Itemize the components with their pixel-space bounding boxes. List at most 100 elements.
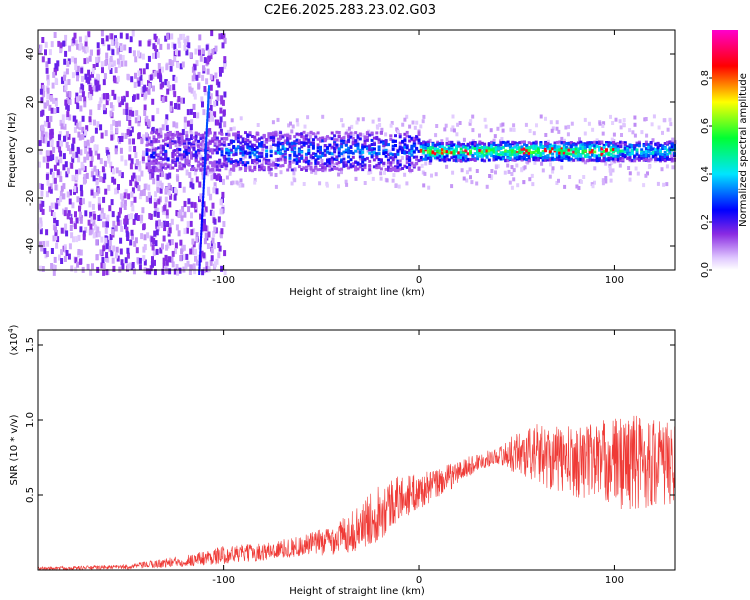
spectrogram-cell xyxy=(154,167,158,171)
spectrogram-cell xyxy=(154,168,158,172)
spectrogram-cell xyxy=(50,95,54,102)
spectrogram-cell xyxy=(609,156,613,160)
spectrogram-cell xyxy=(71,56,75,63)
spectrogram-cell xyxy=(340,142,344,146)
spectrogram-cell xyxy=(349,158,353,162)
spectrogram-cell xyxy=(79,199,83,206)
spectrogram-cell xyxy=(469,141,472,145)
spectrogram-cell xyxy=(230,118,234,123)
spectrogram-cell xyxy=(138,175,141,182)
spectrogram-cell xyxy=(544,142,548,146)
spectrogram-cell xyxy=(598,142,601,145)
spectrogram-cell xyxy=(66,105,70,112)
spectrogram-cell xyxy=(102,104,106,111)
spectrogram-cell xyxy=(385,178,389,183)
spectrogram-cell xyxy=(218,164,222,168)
spectrogram-cell xyxy=(288,156,292,160)
spectrogram-cell xyxy=(311,132,315,136)
spectrogram-cell xyxy=(391,168,395,172)
spectrogram-cell xyxy=(450,151,454,155)
spectrogram-cell xyxy=(41,109,45,116)
spectrogram-cell xyxy=(93,213,97,220)
spectrogram-cell xyxy=(377,152,381,156)
spectrogram-cell xyxy=(199,213,203,220)
spectrogram-cell xyxy=(41,208,45,215)
spectrogram-cell xyxy=(579,143,583,147)
spectrogram-cell xyxy=(183,116,187,123)
spectrogram-cell xyxy=(525,145,529,149)
spectrogram-cell xyxy=(107,184,111,191)
spectrogram-cell xyxy=(125,33,129,40)
spectrogram-cell xyxy=(476,150,480,153)
spectrogram-cell xyxy=(534,158,538,162)
spectrogram-cell xyxy=(349,135,353,139)
spectrogram-cell xyxy=(132,218,136,225)
spectrogram-cell xyxy=(239,135,243,139)
spectrogram-cell xyxy=(234,134,238,138)
spectrogram-cell xyxy=(166,133,170,140)
spectrogram-cell xyxy=(496,164,500,169)
spectrogram-cell xyxy=(623,141,627,145)
spectrogram-cell xyxy=(248,151,252,155)
spectrogram-cell xyxy=(434,172,438,177)
snr-x-tick-label: 0 xyxy=(416,575,422,586)
spectrogram-cell xyxy=(211,168,215,172)
spectrogram-cell xyxy=(574,149,578,153)
spectrogram-cell xyxy=(361,150,365,154)
spectrogram-cell xyxy=(620,133,623,137)
spectrogram-cell xyxy=(159,157,163,160)
spectrogram-cell xyxy=(178,164,182,168)
spectrogram-cell xyxy=(370,138,374,142)
spectrogram-cell xyxy=(307,145,311,149)
spectrogram-cell xyxy=(316,137,320,141)
spectrogram-cell xyxy=(258,168,261,172)
spectrogram-cell xyxy=(185,137,189,141)
spectrogram-cell xyxy=(172,121,176,128)
spectrogram-cell xyxy=(570,121,574,126)
spectrogram-cell xyxy=(365,132,369,136)
spectrogram-cell xyxy=(262,133,266,137)
spectrogram-cell xyxy=(182,244,186,251)
spectrogram-cell xyxy=(344,140,348,144)
snr-frame xyxy=(37,329,676,571)
spectrogram-cell xyxy=(539,145,543,149)
spectrogram-cell xyxy=(605,158,608,162)
spectrogram-cell xyxy=(276,132,279,137)
spectrogram-cell xyxy=(455,155,458,159)
spectrogram-cell xyxy=(114,67,118,74)
spectrogram-cell xyxy=(83,178,86,185)
spectrogram-cell xyxy=(307,162,311,165)
spectrogram-cell xyxy=(470,180,474,185)
spectrogram-cell xyxy=(238,183,242,188)
spectrogram-cell xyxy=(328,158,332,162)
spectrogram-cell xyxy=(84,40,88,47)
spectrogram-cell xyxy=(372,158,376,162)
spectrogram-cell xyxy=(415,120,419,125)
spectrogram-cell xyxy=(602,143,606,147)
spectrogram-cell xyxy=(50,202,54,209)
spectrogram-cell xyxy=(159,168,163,172)
spectrogram-cell xyxy=(401,149,405,153)
spectrogram-cell xyxy=(185,49,189,56)
spectrogram-cell xyxy=(508,145,512,149)
spectrogram-cell xyxy=(241,163,245,167)
spectrogram-cell xyxy=(194,131,198,135)
spectrogram-cell xyxy=(190,168,193,172)
spectrogram-cell xyxy=(436,147,440,151)
spectrogram-cell xyxy=(102,93,106,100)
spectrogram-cell xyxy=(311,156,315,159)
spectrogram-cell xyxy=(178,149,182,156)
spectrogram-cell xyxy=(65,91,69,98)
spectrogram-cell xyxy=(109,68,113,74)
spectrogram-cell xyxy=(173,149,177,152)
spectrogram-cell xyxy=(51,171,55,178)
spectrogram-cell xyxy=(445,142,449,146)
spectrogram-cell xyxy=(208,149,212,153)
spectrogram-y-tick-label: -40 xyxy=(25,238,36,254)
spectrogram-cell xyxy=(82,46,86,53)
spectrogram-cell xyxy=(598,145,601,149)
spectrogram-cell xyxy=(342,150,346,154)
spectrogram-chirp-cell xyxy=(202,189,205,195)
spectrogram-cell xyxy=(183,141,186,145)
spectrogram-cell xyxy=(246,152,250,156)
